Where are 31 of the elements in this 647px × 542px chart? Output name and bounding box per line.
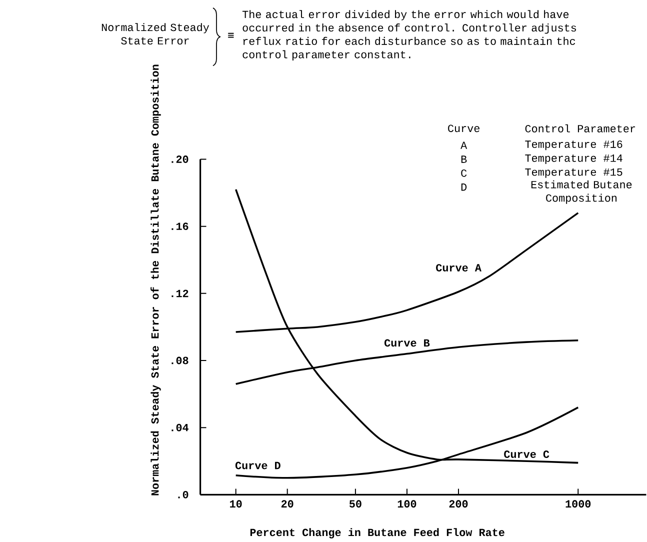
text: The actual error divided by the error which would have occurred in the absence of control. Controller adjusts reflux ratio for each disturbance so as to maintain thc control parameter constant. — [242, 10, 576, 61]
series-label: Curve B — [384, 339, 430, 347]
y-axis-title: Normalized Steady State Error of the Distillate Butane Composition — [150, 64, 161, 496]
annotation: Estimated Butane Composition — [531, 180, 632, 204]
annotation: B — [461, 156, 467, 164]
y-tick-label: .12 — [172, 290, 188, 298]
annotation: D — [461, 184, 467, 191]
series-label: Curve D — [235, 462, 280, 470]
text: Control Parameter — [525, 124, 636, 133]
y-tick-label: .04 — [172, 424, 189, 432]
annotation: Temperature #14 — [525, 154, 622, 164]
x-tick-label: 10 — [230, 500, 242, 508]
annotation: Temperature #15 — [525, 168, 622, 178]
text: A — [460, 142, 468, 150]
y-tick-label: .20 — [172, 156, 188, 164]
x-tick-label: 50 — [349, 500, 362, 508]
series-label: Curve C — [504, 450, 550, 458]
text: Temperature #16 — [525, 140, 622, 150]
x-tick-label: 200 — [449, 500, 468, 508]
y-tick-label: .16 — [172, 222, 188, 230]
x-tick-label: 1000 — [566, 500, 591, 508]
y-tick-label: .08 — [172, 356, 188, 364]
text: Curve — [448, 124, 480, 132]
text: Normalized Steady State Error — [102, 23, 210, 45]
x-tick-label: 100 — [398, 500, 416, 508]
y-tick-label: .0 — [178, 491, 188, 499]
text: ≡ — [228, 33, 234, 38]
x-axis-title: Percent Change in Butane Feed Flow Rate — [250, 528, 504, 539]
x-tick-label: 20 — [281, 500, 294, 508]
annotation: C — [461, 170, 467, 178]
series-label: Curve A — [436, 264, 482, 272]
